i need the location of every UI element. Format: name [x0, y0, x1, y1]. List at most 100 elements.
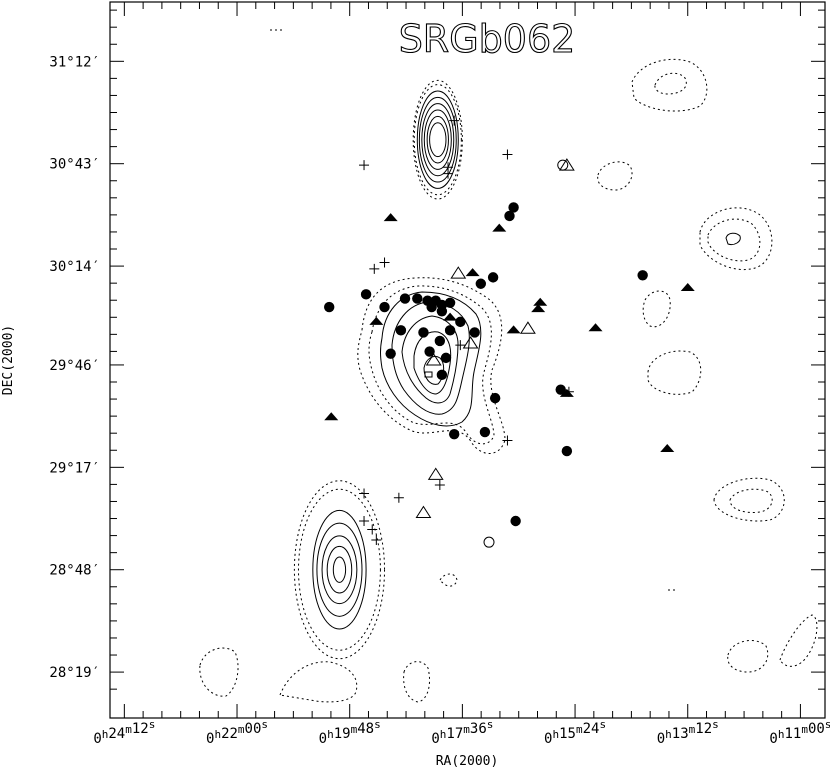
lower-left-source-contour-1: [297, 488, 381, 651]
filled-circle-marker: [444, 297, 456, 309]
source-contours: [293, 79, 463, 660]
filled-circle-marker: [475, 278, 487, 289]
plus-marker: [369, 263, 380, 274]
y-tick-label: 31°12′: [49, 54, 100, 70]
filled-circle-marker: [508, 202, 519, 213]
plus-marker: [371, 535, 382, 546]
lower-solid-small: [424, 232, 741, 378]
y-axis: 31°12′ 30°43′ 30°14′ 29°46′ 29°17′ 28°48′ 28°1…: [49, 9, 825, 690]
filled-triangle-marker: [369, 316, 384, 325]
plus-marker: [455, 340, 466, 351]
plus-marker: [434, 479, 445, 490]
open-triangle-marker: [558, 158, 575, 171]
filled-triangle-marker: [533, 297, 548, 306]
lower-left-source-contour-0: [293, 480, 386, 660]
lower-left-source-contour-6: [332, 556, 347, 583]
filled-triangle-marker: [506, 325, 521, 334]
filled-circle-marker: [395, 325, 407, 336]
filled-circle-marker: [436, 369, 448, 381]
filled-circle-marker: [426, 301, 437, 313]
filled-triangle-marker: [531, 304, 546, 313]
plus-marker: [367, 524, 378, 535]
filled-triangle-marker: [443, 312, 458, 321]
y-tick-label: 30°43′: [49, 157, 100, 173]
filled-circle-marker: [444, 325, 456, 336]
filled-circle-marker: [637, 270, 648, 281]
x-tick-label: 0h17m36s: [431, 718, 493, 747]
upper-source-contour-0: [412, 79, 463, 200]
filled-circle-marker: [385, 348, 396, 359]
filled-circle-marker: [360, 289, 372, 300]
filled-circle-marker: [479, 426, 491, 438]
y-tick-label: 28°48′: [49, 563, 100, 579]
filled-circle-marker: [487, 272, 499, 283]
filled-circle-marker: [504, 210, 515, 222]
y-tick-label: 28°19′: [49, 665, 100, 681]
filled-circle-marker: [455, 316, 466, 328]
filled-circle-marker: [399, 293, 411, 304]
y-axis-title: DEC(2000): [1, 325, 16, 395]
open-triangle-marker: [425, 353, 442, 366]
filled-circle-marker: [561, 445, 573, 457]
upper-source-contour-5: [423, 109, 452, 170]
plus-marker: [359, 488, 370, 499]
upper-source-contour-3: [418, 96, 457, 183]
y-tick-label: 30°14′: [49, 259, 100, 275]
filled-circle-marker: [418, 327, 429, 338]
x-axis: 0h24m12s 0h22m00s 0h19m48s 0h17m36s 0h15m24s…: [93, 2, 830, 747]
filled-circle-marker: [555, 384, 566, 395]
chart-title: SRGb062: [399, 17, 576, 61]
plus-marker: [379, 257, 390, 268]
plus-marker: [359, 160, 370, 171]
plus-marker: [449, 115, 460, 126]
upper-source-contour-2: [416, 90, 459, 189]
y-tick-label: 29°17′: [49, 460, 100, 476]
open-triangle-marker: [462, 336, 479, 349]
upper-source-contour-1: [413, 84, 462, 196]
plus-marker: [443, 168, 454, 179]
filled-circle-marker: [448, 428, 460, 440]
filled-triangle-marker: [680, 282, 695, 291]
filled-triangle-marker: [492, 223, 507, 232]
filled-circle-marker: [412, 293, 423, 304]
open-triangle-marker: [520, 321, 536, 334]
x-tick-label: 0h19m48s: [319, 718, 381, 747]
upper-source-contour-4: [421, 103, 455, 177]
x-tick-label: 0h24m12s: [93, 718, 155, 747]
upper-source-contour-6: [426, 115, 449, 164]
x-tick-label: 0h11m00s: [769, 718, 830, 747]
upper-source-contour-7: [429, 122, 447, 158]
open-triangle-marker: [427, 467, 444, 480]
y-tick-label: 29°46′: [49, 358, 100, 374]
plus-marker: [563, 386, 574, 397]
filled-triangle-marker: [465, 268, 480, 277]
background-contours: [199, 29, 818, 703]
lower-left-source-contour-5: [326, 545, 353, 594]
filled-circle-marker: [436, 306, 448, 317]
filled-triangle-marker: [559, 388, 574, 397]
filled-triangle-marker: [660, 443, 675, 452]
x-tick-label: 0h22m00s: [206, 718, 268, 747]
filled-circle-marker: [324, 301, 335, 313]
lower-left-source-contour-3: [316, 522, 363, 617]
lower-left-source-contour-2: [312, 509, 367, 630]
filled-triangle-marker: [383, 213, 398, 222]
plot-frame: [109, 1, 826, 719]
x-tick-label: 0h15m24s: [544, 718, 606, 747]
filled-circle-marker: [440, 352, 452, 364]
filled-circle-marker: [424, 346, 435, 357]
x-tick-label: 0h13m12s: [657, 718, 719, 747]
filled-triangle-marker: [588, 323, 603, 332]
open-triangle-marker: [415, 505, 432, 519]
filled-triangle-marker: [324, 412, 339, 421]
source-markers: [324, 115, 695, 548]
filled-circle-marker: [434, 335, 446, 347]
x-axis-title: RA(2000): [436, 754, 499, 769]
plus-marker: [359, 515, 370, 526]
filled-circle-marker: [469, 327, 480, 338]
open-triangle-marker: [450, 266, 467, 279]
plus-marker: [393, 492, 404, 503]
filled-circle-marker: [379, 301, 390, 313]
plus-marker: [502, 435, 513, 446]
filled-circle-marker: [489, 392, 501, 404]
